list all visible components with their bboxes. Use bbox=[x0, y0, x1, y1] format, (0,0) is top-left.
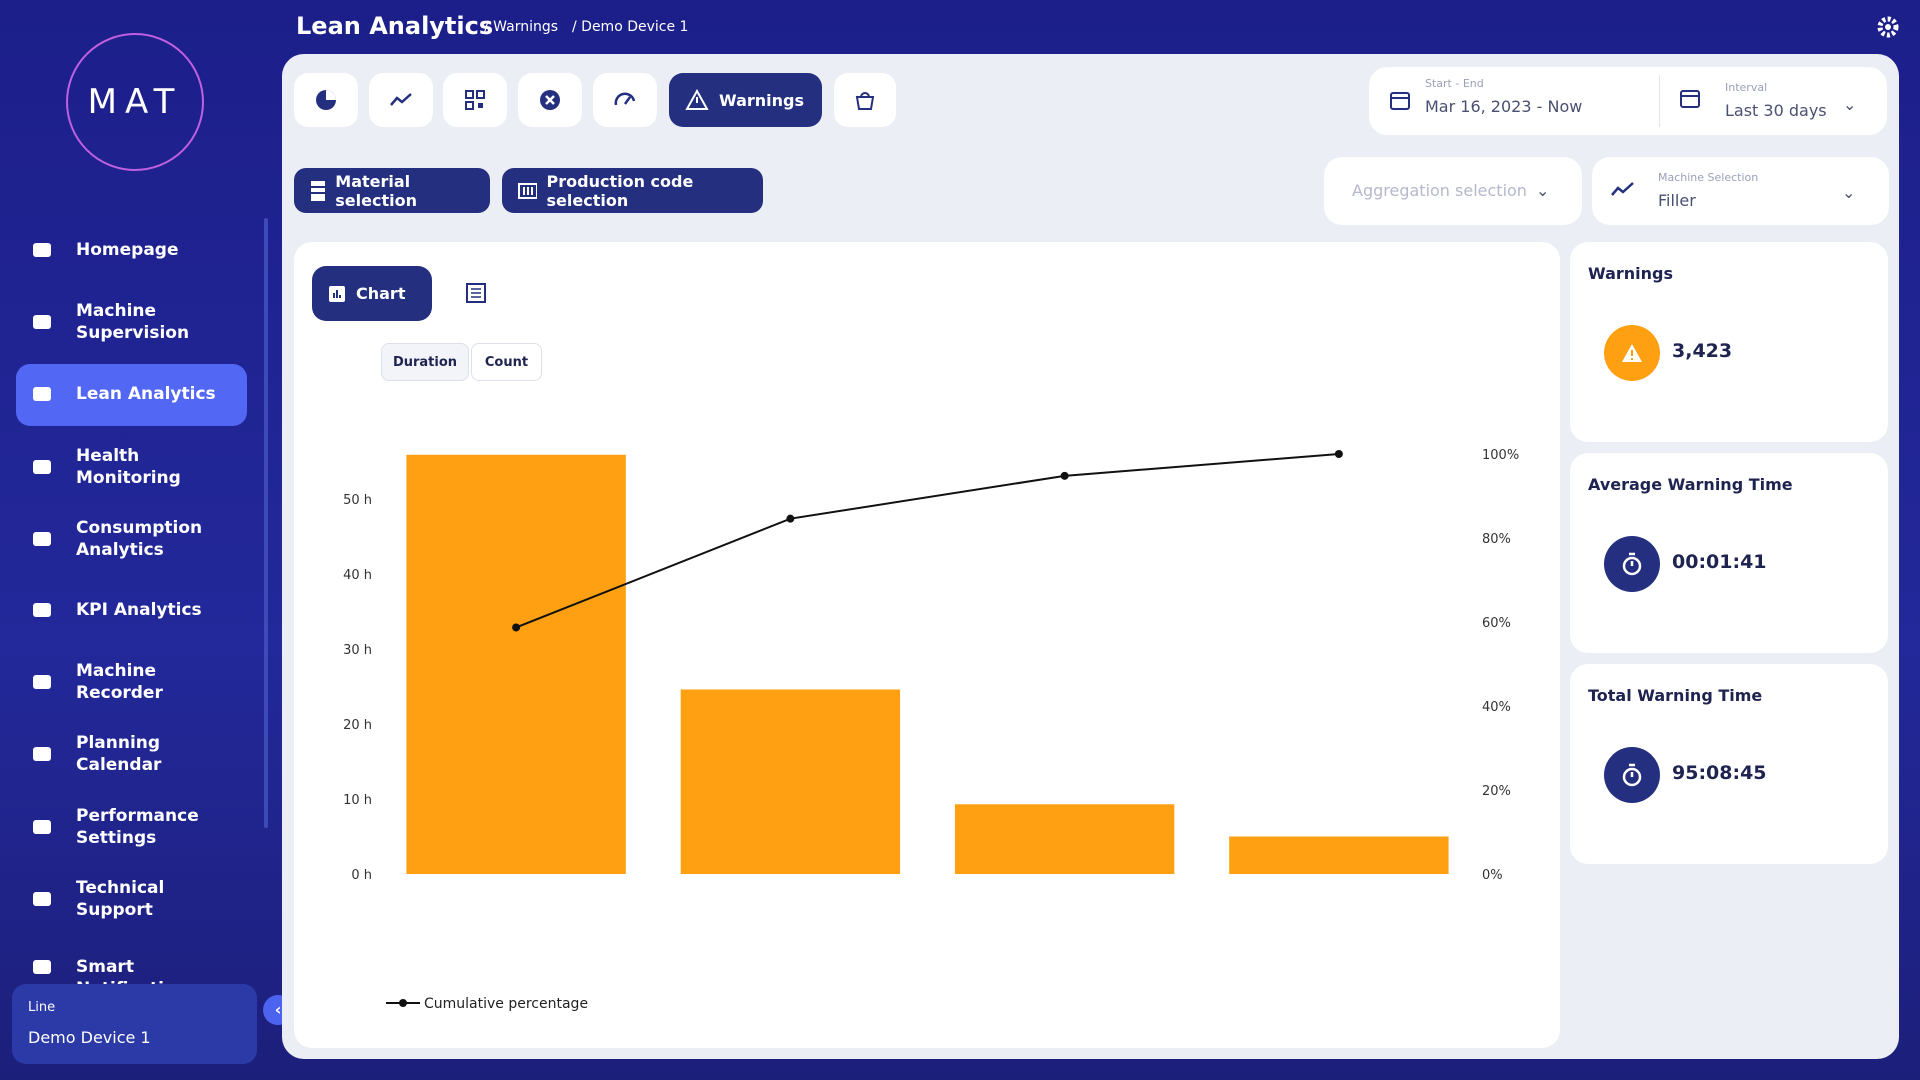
line-label: Line bbox=[28, 1000, 56, 1015]
tab-icon[interactable] bbox=[518, 73, 582, 127]
line-box[interactable]: Line Demo Device 1 bbox=[12, 984, 257, 1064]
kpi-card: Average Warning Time 00:01:41 bbox=[1570, 453, 1888, 653]
aggregation-placeholder: Aggregation selection bbox=[1352, 181, 1527, 200]
tab-icon[interactable] bbox=[443, 73, 507, 127]
nav-item[interactable]: Lean Analytics bbox=[30, 372, 260, 416]
material-button[interactable]: Material selection bbox=[294, 168, 490, 213]
tab-label: Warnings bbox=[719, 90, 805, 110]
kpi-card: Total Warning Time 95:08:45 bbox=[1570, 664, 1888, 864]
toggle-count[interactable]: Count bbox=[471, 343, 542, 381]
nav-label: KPI Analytics bbox=[76, 600, 202, 620]
scrollbar bbox=[264, 218, 268, 828]
nav-label: Consumption Analytics bbox=[76, 518, 203, 560]
nav-label: Homepage bbox=[76, 240, 179, 260]
chevron: ⌄ bbox=[1536, 181, 1550, 200]
date-card[interactable]: Start - End Mar 16, 2023 - Now Interval … bbox=[1369, 67, 1887, 135]
nav-label: Lean Analytics bbox=[76, 384, 216, 404]
tab-icon[interactable] bbox=[593, 73, 657, 127]
kpi-icon bbox=[1604, 536, 1660, 592]
breadcrumb[interactable]: / Demo Device 1 bbox=[572, 19, 689, 35]
nav-label: Machine Recorder bbox=[76, 661, 163, 703]
chart-tab[interactable]: Chart bbox=[312, 266, 432, 321]
kpi-icon bbox=[1604, 747, 1660, 803]
nav-label: Machine Supervision bbox=[76, 301, 190, 343]
table-tab[interactable] bbox=[466, 283, 486, 303]
production-code-label: Production code selection bbox=[546, 171, 694, 210]
chart-tab-label: Chart bbox=[356, 284, 406, 303]
production-code-button[interactable]: Production code selection bbox=[502, 168, 763, 213]
nav-item[interactable]: Consumption Analytics bbox=[30, 517, 260, 561]
kpi-title: Average Warning Time bbox=[1588, 475, 1793, 494]
tab-icon[interactable] bbox=[294, 73, 358, 127]
date-label: Start - End bbox=[1425, 77, 1484, 90]
machine-value: Filler bbox=[1658, 191, 1696, 210]
settings-icon[interactable] bbox=[1877, 16, 1899, 38]
nav-item[interactable]: Health Monitoring bbox=[30, 445, 260, 489]
kpi-title: Total Warning Time bbox=[1588, 686, 1763, 705]
kpi-value: 3,423 bbox=[1672, 340, 1733, 362]
divider bbox=[1659, 75, 1660, 127]
nav-label: Planning Calendar bbox=[76, 733, 162, 775]
kpi-icon bbox=[1604, 325, 1660, 381]
material-label: Material selection bbox=[335, 171, 417, 210]
machine-select[interactable]: Machine Selection Filler ⌄ bbox=[1592, 157, 1889, 225]
tab-icon[interactable] bbox=[369, 73, 433, 127]
nav-item[interactable]: Machine Supervision bbox=[30, 300, 260, 344]
interval-label: Interval bbox=[1725, 81, 1768, 94]
chevron: ⌄ bbox=[1842, 183, 1856, 202]
logo[interactable]: MAT bbox=[66, 33, 204, 171]
nav-item[interactable]: KPI Analytics bbox=[30, 588, 260, 632]
nav-item[interactable]: Planning Calendar bbox=[30, 732, 260, 776]
toggle-duration[interactable]: Duration bbox=[381, 343, 469, 381]
kpi-card: Warnings 3,423 bbox=[1570, 242, 1888, 442]
breadcrumb[interactable]: / Warnings bbox=[484, 19, 559, 35]
nav-item[interactable]: Performance Settings bbox=[30, 805, 260, 849]
kpi-title: Warnings bbox=[1588, 264, 1674, 283]
tab-warnings[interactable]: Warnings bbox=[669, 73, 822, 127]
chevron: ⌄ bbox=[1843, 95, 1857, 114]
interval-value: Last 30 days bbox=[1725, 101, 1827, 120]
nav-item[interactable]: Machine Recorder bbox=[30, 660, 260, 704]
nav-label: Health Monitoring bbox=[76, 446, 181, 488]
nav-active-bg bbox=[16, 364, 247, 426]
page-title: Lean Analytics bbox=[296, 12, 494, 40]
line-value: Demo Device 1 bbox=[28, 1028, 151, 1047]
tab-icon[interactable] bbox=[834, 73, 896, 127]
nav-label: Technical Support bbox=[76, 878, 165, 920]
kpi-value: 95:08:45 bbox=[1672, 762, 1767, 784]
date-value: Mar 16, 2023 - Now bbox=[1425, 97, 1583, 116]
nav-label: Performance Settings bbox=[76, 806, 199, 848]
kpi-value: 00:01:41 bbox=[1672, 551, 1767, 573]
machine-label: Machine Selection bbox=[1658, 171, 1759, 184]
nav-item[interactable]: Homepage bbox=[30, 228, 260, 272]
nav-item[interactable]: Technical Support bbox=[30, 877, 260, 921]
aggregation-select[interactable]: Aggregation selection ⌄ bbox=[1324, 157, 1582, 225]
